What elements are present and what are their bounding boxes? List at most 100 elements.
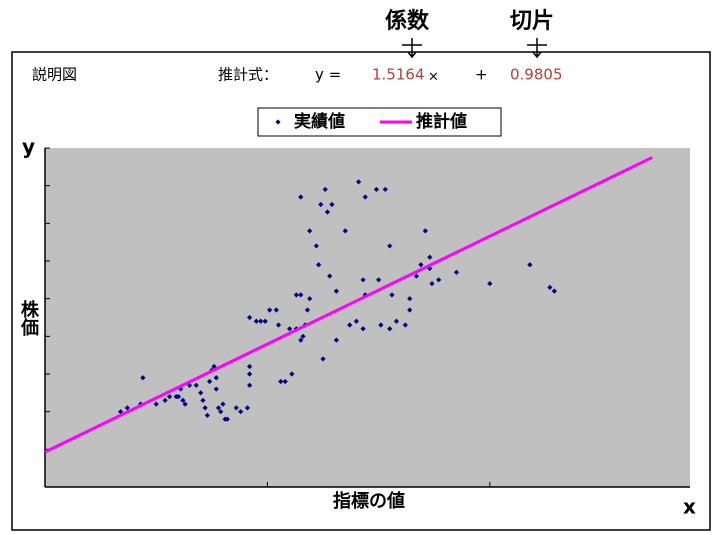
point <box>218 409 224 415</box>
point <box>273 307 279 313</box>
point <box>324 209 331 215</box>
point <box>373 186 379 193</box>
point <box>318 201 324 208</box>
point <box>360 277 366 283</box>
point <box>362 194 368 200</box>
formula-slope: 1.5164 <box>372 66 425 84</box>
point <box>247 314 253 321</box>
annotation-slope: 係数 <box>385 8 430 34</box>
point <box>376 277 382 283</box>
point <box>387 326 393 332</box>
point <box>253 318 259 324</box>
point <box>233 405 239 411</box>
point <box>333 288 339 294</box>
point <box>407 307 413 313</box>
point <box>166 394 173 400</box>
point <box>282 378 288 385</box>
plot-area <box>45 148 690 487</box>
y-axis-name: y <box>22 135 35 159</box>
point <box>402 322 408 328</box>
point <box>422 228 428 234</box>
formula-prefix: 推計式： <box>218 66 278 84</box>
point <box>347 322 353 328</box>
point <box>320 356 326 362</box>
formula-lhs: y = <box>315 66 341 84</box>
formula-intercept: 0.9805 <box>510 66 563 84</box>
point <box>275 322 282 328</box>
point <box>247 363 253 370</box>
point <box>389 292 395 298</box>
point <box>315 262 322 268</box>
point <box>224 416 230 422</box>
point <box>436 277 442 283</box>
point <box>298 194 304 200</box>
point <box>244 405 250 411</box>
point <box>175 394 182 400</box>
point <box>453 269 460 275</box>
point <box>487 281 493 287</box>
point <box>307 228 313 234</box>
point <box>293 292 299 298</box>
point <box>342 228 348 234</box>
x-axis-label: 指標の値 <box>333 490 405 512</box>
point <box>329 201 335 208</box>
point <box>278 378 284 385</box>
point <box>327 273 333 279</box>
point <box>387 243 393 249</box>
legend-box <box>257 107 502 137</box>
point <box>258 318 264 324</box>
point <box>206 378 213 385</box>
point <box>204 412 210 419</box>
point <box>413 273 420 279</box>
point <box>118 409 124 415</box>
point <box>407 296 413 302</box>
point <box>429 281 435 287</box>
point <box>393 318 400 324</box>
point <box>213 386 219 392</box>
annotation-intercept: 切片 <box>510 9 554 34</box>
point <box>298 292 304 298</box>
point <box>307 296 313 302</box>
point <box>427 254 433 260</box>
point <box>153 401 159 407</box>
fit-line <box>44 156 653 454</box>
point <box>322 186 328 193</box>
point <box>362 292 368 298</box>
point <box>333 337 339 343</box>
point <box>200 397 206 403</box>
point <box>180 397 186 403</box>
point <box>418 262 424 268</box>
point <box>551 288 557 294</box>
annotation-arrows <box>402 38 547 59</box>
point <box>202 405 208 411</box>
point <box>193 382 199 388</box>
y-axis-label: 株価 <box>18 299 40 337</box>
point <box>182 401 188 407</box>
point <box>298 337 304 343</box>
point <box>247 371 253 377</box>
point <box>547 284 553 290</box>
x-axis-name: x <box>683 495 696 519</box>
formula-times: × <box>428 70 439 85</box>
point <box>356 179 362 185</box>
point <box>378 322 384 328</box>
formula-plus: + <box>475 66 488 84</box>
point <box>289 371 295 377</box>
point <box>198 390 204 396</box>
point <box>353 318 359 324</box>
point <box>267 307 273 313</box>
point <box>124 405 130 411</box>
point <box>527 262 533 268</box>
point <box>262 318 268 324</box>
point <box>287 326 293 332</box>
point <box>300 333 306 339</box>
legend-marker <box>275 119 281 125</box>
point <box>360 326 366 332</box>
point <box>313 243 319 249</box>
chart-title: 説明図 <box>32 66 77 84</box>
point <box>178 386 184 392</box>
point <box>247 382 253 388</box>
legend-label: 実績値 <box>294 111 345 132</box>
point <box>238 409 244 415</box>
